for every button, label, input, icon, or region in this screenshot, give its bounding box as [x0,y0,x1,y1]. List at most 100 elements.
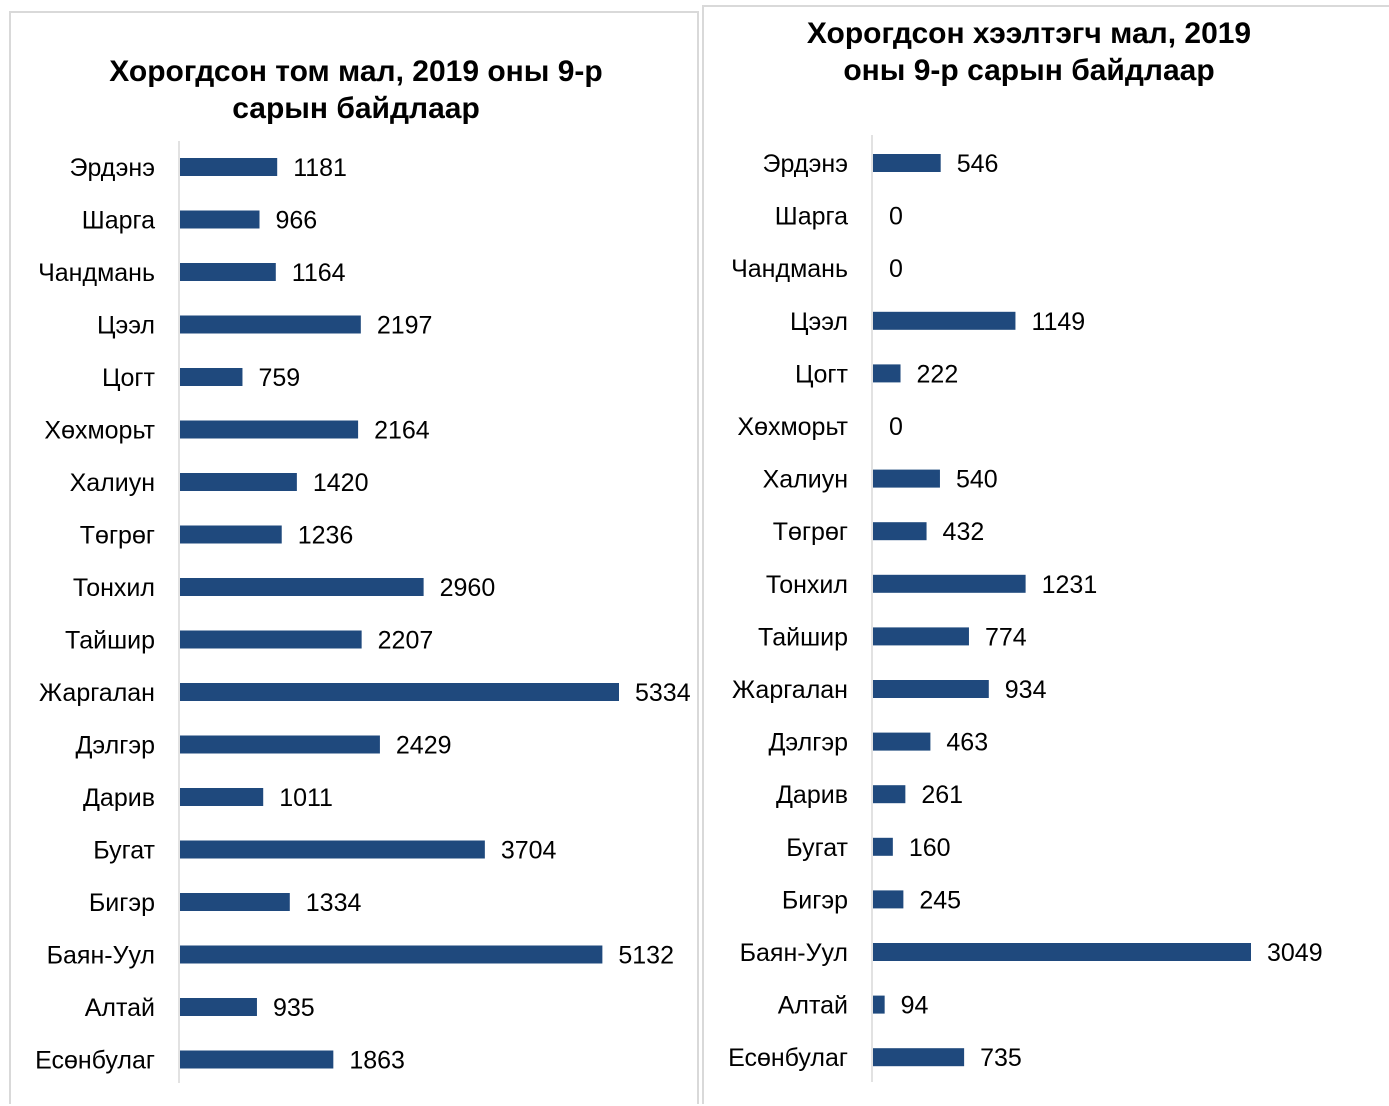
category-label: Тайшир [758,623,848,651]
category-label: Баян-Уул [740,939,848,967]
bar [873,469,940,488]
category-label: Хөхморьт [44,417,155,445]
data-label: 540 [956,466,998,494]
chart-panel-large-livestock: Хорогдсон том мал, 2019 оны 9-р сарын ба… [9,11,699,1104]
data-label: 966 [276,207,318,235]
chart-title: Хорогдсон том мал, 2019 оны 9-р сарын ба… [11,53,701,127]
data-label: 463 [946,729,988,757]
bar [180,1050,334,1069]
category-label: Тонхил [766,571,848,599]
category-label: Алтай [85,994,155,1022]
bar [180,368,243,386]
data-label: 1181 [293,154,347,182]
data-label: 0 [889,413,903,441]
bar [180,525,282,544]
category-label: Есөнбулаг [728,1044,848,1072]
category-label: Баян-Уул [47,942,155,970]
bar [873,680,989,698]
bar [180,578,424,596]
data-label: 1164 [292,259,346,287]
category-label: Бугат [786,834,848,862]
bar [180,945,603,964]
data-label: 2207 [378,627,434,655]
bar [180,893,290,911]
category-label: Чандмань [731,255,848,283]
bar [180,210,260,229]
category-label: Бугат [93,837,155,865]
bar [873,943,1251,961]
category-label: Бигэр [89,889,155,917]
chart-title-line-1: Хорогдсон хээлтэгч мал, 2019 [806,17,1252,50]
bar [873,574,1026,593]
data-label: 2197 [377,312,433,340]
data-label: 261 [921,781,963,809]
data-label: 0 [889,203,903,231]
bar [873,1048,965,1067]
data-label: 1334 [306,889,362,917]
category-label: Эрдэнэ [70,154,156,182]
category-label: Эрдэнэ [763,150,849,178]
category-label: Дэлгэр [768,729,848,757]
category-label: Жаргалан [39,679,155,707]
data-label: 2164 [374,417,430,445]
data-label: 160 [909,834,951,862]
bar [180,788,264,806]
category-label: Бигэр [782,886,848,914]
data-label: 1231 [1042,571,1098,599]
data-label: 222 [917,360,959,388]
bar [180,840,485,859]
data-label: 5334 [635,679,691,707]
bar [180,630,362,649]
bar [180,315,361,334]
data-label: 1236 [298,522,354,550]
data-label: 1863 [349,1047,405,1075]
category-label: Тайшир [65,627,155,655]
chart-title-line-1: Хорогдсон том мал, 2019 оны 9-р [109,55,603,88]
chart-title: Хорогдсон хээлтэгч мал, 2019 оны 9-р сар… [704,15,1354,89]
bar [873,890,904,909]
data-label: 1149 [1031,308,1085,336]
category-label: Цогт [102,364,156,392]
data-label: 935 [273,994,315,1022]
category-label: Тонхил [73,574,155,602]
category-label: Есөнбулаг [35,1047,155,1075]
data-label: 3704 [501,837,557,865]
bar [180,420,359,439]
chart-title-line-2: оны 9-р сарын байдлаар [843,54,1215,87]
data-label: 735 [980,1044,1022,1072]
bar [873,785,906,804]
data-label: 94 [901,992,929,1020]
bar [873,311,1016,330]
data-label: 5132 [618,942,674,970]
bar [873,364,901,383]
data-label: 245 [919,886,961,914]
category-label: Дарив [776,781,848,809]
data-label: 546 [957,150,999,178]
bar [873,154,941,172]
category-label: Дэлгэр [75,732,155,760]
data-label: 3049 [1267,939,1323,967]
data-label: 1011 [279,784,333,812]
data-label: 934 [1005,676,1047,704]
data-label: 2960 [440,574,496,602]
bar [180,263,276,281]
bar [873,995,885,1014]
chart-title-line-2: сарын байдлаар [232,92,480,125]
bar [873,627,969,646]
bar [873,837,893,856]
bar [180,158,278,176]
category-label: Цээл [97,312,155,340]
data-label: 759 [258,364,300,392]
data-label: 432 [943,518,985,546]
category-label: Чандмань [38,259,155,287]
data-label: 2429 [396,732,452,760]
bar [180,735,380,754]
category-label: Шарга [775,203,848,231]
chart-panel-breeding-livestock: Хорогдсон хээлтэгч мал, 2019 оны 9-р сар… [702,5,1389,1104]
category-label: Цогт [795,360,849,388]
category-label: Халиун [70,469,155,497]
category-label: Жаргалан [732,676,848,704]
bar [180,683,619,701]
data-label: 1420 [313,469,369,497]
category-label: Төгрөг [80,522,155,550]
